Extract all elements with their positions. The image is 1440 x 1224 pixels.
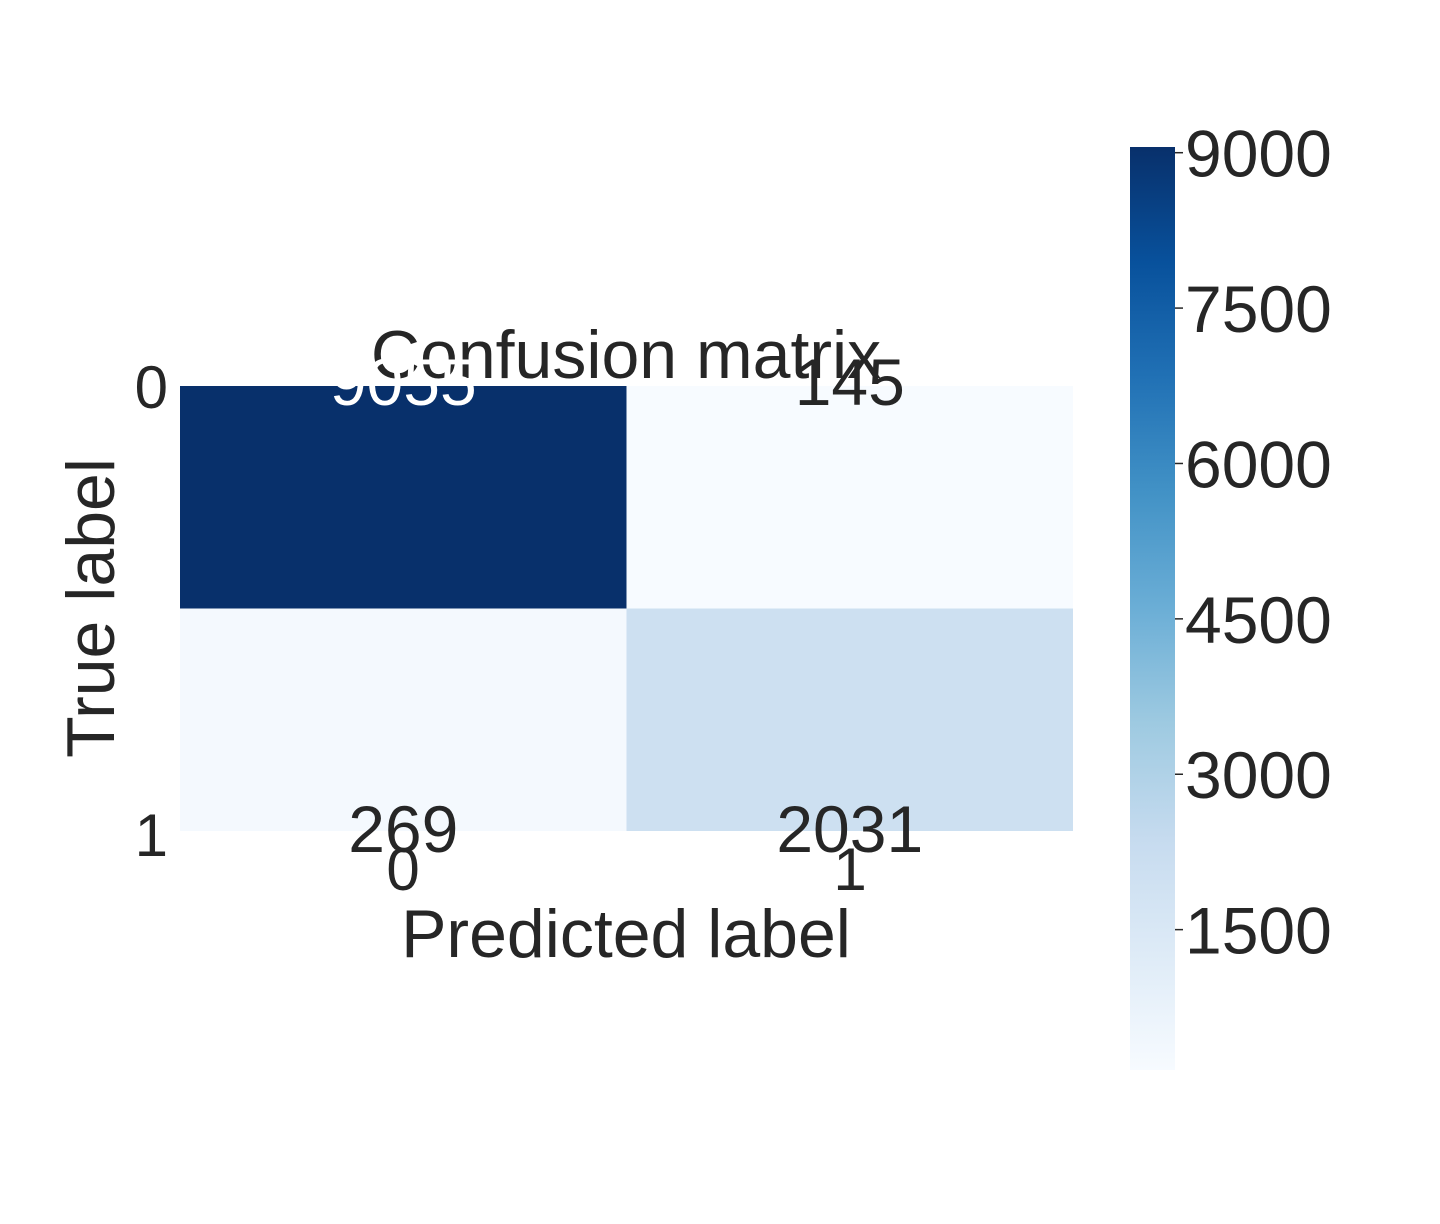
heatmap-cell-1-0 [180,608,627,831]
heatmap-cell-1-1 [626,608,1073,831]
x-tick-label-0: 0 [386,836,419,903]
heatmap-cell-0-1 [626,386,1073,609]
cell-value-0-1: 145 [795,345,905,419]
heatmap-cells [180,386,1073,831]
chart-title: Confusion matrix [371,317,881,393]
heatmap-cell-0-0 [180,386,627,609]
y-tick-label-1: 1 [135,802,168,869]
colorbar-tick-label-5: 1500 [1185,894,1332,968]
colorbar-tick-label-0: 9000 [1185,117,1332,191]
cell-value-0-0: 9055 [330,345,477,419]
colorbar-tick-label-1: 7500 [1185,272,1332,346]
colorbar [1130,147,1175,1070]
colorbar-tick-label-3: 4500 [1185,583,1332,657]
y-tick-label-0: 0 [135,354,168,421]
colorbar-tick-label-2: 6000 [1185,427,1332,501]
x-tick-label-1: 1 [833,836,866,903]
cell-value-1-0: 269 [348,792,458,866]
x-axis-label: Predicted label [401,896,851,972]
cell-value-labels: 9055 145 269 2031 [330,345,923,866]
y-axis-label: True label [53,458,129,758]
colorbar-tick-label-4: 3000 [1185,738,1332,812]
cell-value-1-1: 2031 [776,792,923,866]
colorbar-ticks: 9000 7500 6000 4500 3000 1500 [1175,117,1332,968]
